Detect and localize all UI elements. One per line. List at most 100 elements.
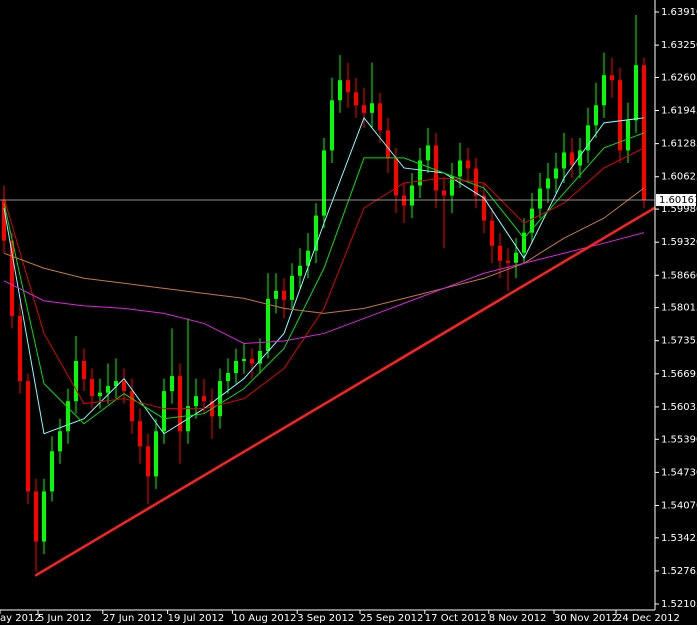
x-tick-label: 5 Jun 2012 [38, 613, 92, 624]
candle-body [434, 145, 438, 191]
candle-body [282, 290, 286, 300]
candle-body [154, 431, 158, 477]
candle-body [34, 491, 38, 542]
candle-body [538, 188, 542, 209]
candle-body [130, 391, 134, 422]
candle-body [218, 381, 222, 417]
candle-body [146, 446, 150, 477]
candle-body [594, 105, 598, 126]
candle-body [578, 150, 582, 166]
candle-body [394, 158, 398, 196]
x-tick-label: 17 Oct 2012 [425, 613, 487, 624]
x-tick-label: 3 Sep 2012 [297, 613, 354, 624]
y-tick-label: 1.63250 [661, 40, 697, 51]
moving-average [3, 187, 645, 314]
candle-body [194, 396, 198, 407]
candle-body [506, 260, 510, 263]
candle-body [362, 105, 366, 113]
candle-body [554, 168, 558, 179]
x-tick-label: 8 Nov 2012 [489, 613, 547, 624]
x-tick-label: ay 2012 [0, 613, 41, 624]
candle-body [58, 431, 62, 452]
candle-body [122, 381, 126, 392]
candle-body [66, 401, 70, 432]
candle-body [482, 195, 486, 221]
candle-body [170, 376, 174, 392]
candle-body [298, 265, 302, 276]
y-tick-label: 1.52105 [661, 599, 697, 610]
candle-body [418, 160, 422, 186]
candle-body [530, 208, 534, 233]
trendline [34, 206, 655, 577]
candle-body [562, 152, 566, 169]
y-tick-label: 1.61285 [661, 139, 697, 150]
candle-body [458, 160, 462, 177]
candle-body [602, 75, 606, 106]
y-tick-label: 1.57355 [661, 336, 697, 347]
y-tick-label: 1.52765 [661, 566, 697, 577]
candle-body [250, 359, 254, 364]
candle-body [50, 451, 54, 492]
candle-body [466, 160, 470, 169]
candle-body [106, 386, 110, 393]
candle-body [442, 190, 446, 196]
candle-body [498, 245, 502, 261]
candle-body [370, 103, 374, 113]
candle-body [274, 290, 278, 299]
moving-average [3, 116, 645, 435]
x-tick-label: 25 Sep 2012 [360, 613, 423, 624]
candle-body [138, 421, 142, 447]
y-tick-label: 1.54730 [661, 467, 697, 478]
candle-body [338, 80, 342, 101]
y-tick-label: 1.63910 [661, 7, 697, 18]
x-tick-label: 19 Jul 2012 [168, 613, 225, 624]
x-tick-label: 24 Dec 2012 [616, 613, 680, 624]
y-tick-label: 1.58660 [661, 270, 697, 281]
candle-body [242, 359, 246, 362]
candle-body [178, 376, 182, 432]
candle-body [410, 185, 414, 206]
y-tick-label: 1.62605 [661, 72, 697, 83]
candle-body [570, 152, 574, 166]
candle-body [202, 396, 206, 402]
candle-body [618, 80, 622, 151]
last-price-label: 1.60161 [659, 195, 697, 206]
candle-body [610, 75, 614, 81]
moving-average [3, 232, 645, 344]
candle-body [74, 361, 78, 402]
candle-body [18, 315, 22, 382]
y-tick-label: 1.59320 [661, 237, 697, 248]
candle-body [2, 200, 6, 241]
y-tick-label: 1.53425 [661, 533, 697, 544]
candle-body [378, 103, 382, 131]
candle-body [258, 351, 262, 364]
y-tick-label: 1.59980 [661, 204, 697, 215]
candle-body [322, 150, 326, 216]
y-tick-label: 1.56035 [661, 402, 697, 413]
candle-body [330, 100, 334, 151]
candle-body [402, 195, 406, 206]
candle-body [450, 176, 454, 196]
candle-body [522, 232, 526, 253]
y-tick-label: 1.56695 [661, 369, 697, 380]
y-tick-label: 1.61945 [661, 106, 697, 117]
candle-body [234, 361, 238, 374]
candle-body [642, 65, 646, 201]
candle-body [42, 491, 46, 542]
y-tick-label: 1.55390 [661, 434, 697, 445]
candle-body [266, 298, 270, 352]
candle-body [314, 215, 318, 251]
moving-average [3, 147, 645, 410]
candle-body [586, 125, 590, 151]
candle-body [162, 391, 166, 432]
candle-body [386, 130, 390, 159]
candle-body [290, 275, 294, 300]
candle-body [82, 361, 86, 380]
y-tick-label: 1.60625 [661, 172, 697, 183]
y-tick-label: 1.54070 [661, 500, 697, 511]
candle-body [626, 120, 630, 151]
y-tick-label: 1.58015 [661, 303, 697, 314]
candle-body [226, 373, 230, 382]
candle-body [90, 379, 94, 397]
candle-body [634, 65, 638, 121]
